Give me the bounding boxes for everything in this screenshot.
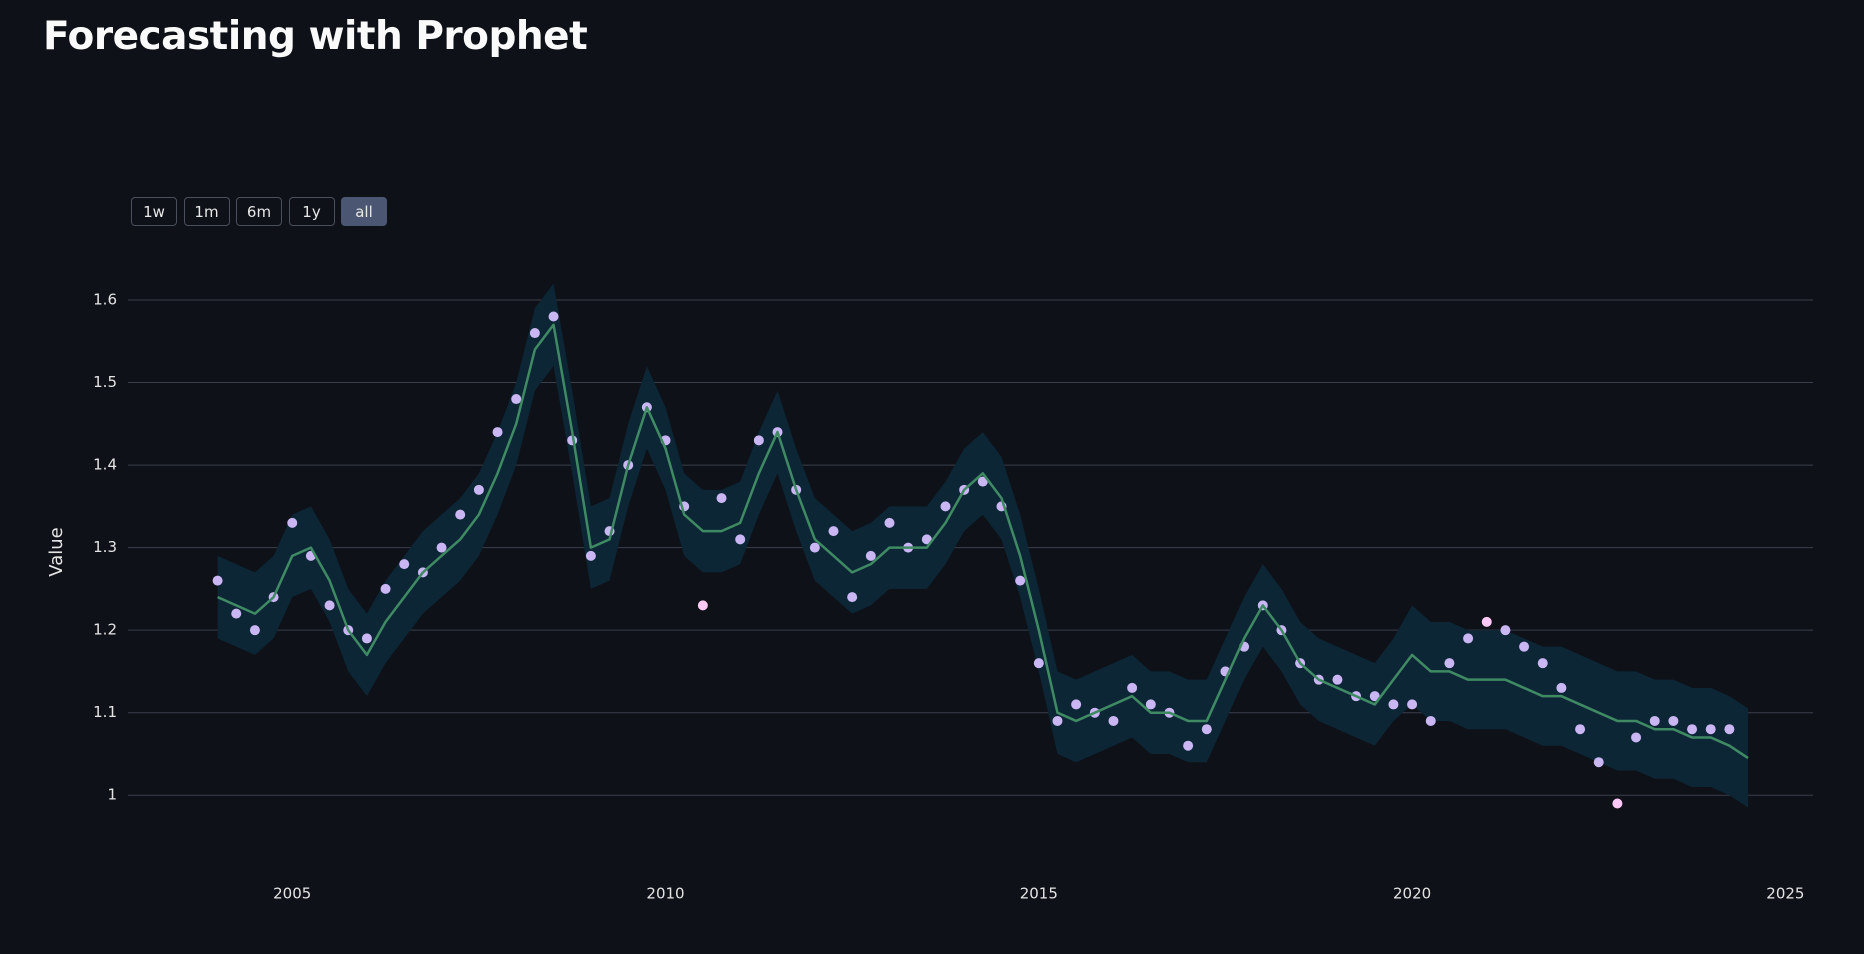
range-button[interactable]: 6m: [236, 197, 282, 226]
observed-point: [1183, 740, 1194, 751]
observed-point: [1593, 757, 1604, 768]
observed-point: [753, 435, 764, 446]
observed-point: [1649, 715, 1660, 726]
x-tick-label: 2005: [273, 885, 311, 903]
observed-point: [1519, 641, 1530, 652]
x-tick-label: 2015: [1020, 885, 1058, 903]
observed-point: [735, 534, 746, 545]
observed-point: [1481, 616, 1492, 627]
observed-point: [324, 600, 335, 611]
y-tick-label: 1.5: [93, 373, 117, 391]
observed-point: [529, 328, 540, 339]
observed-point: [1724, 724, 1735, 735]
range-button[interactable]: all: [341, 197, 387, 226]
observed-point: [1201, 724, 1212, 735]
observed-point: [511, 394, 522, 405]
observed-point: [921, 534, 932, 545]
page-title: Forecasting with Prophet: [43, 14, 588, 59]
observed-point: [865, 550, 876, 561]
observed-point: [212, 575, 223, 586]
range-button[interactable]: 1m: [183, 197, 230, 226]
observed-point: [473, 484, 484, 495]
observed-point: [1108, 715, 1119, 726]
observed-point: [1407, 699, 1418, 710]
observed-point: [287, 517, 298, 528]
observed-point: [436, 542, 447, 553]
observed-point: [1537, 658, 1548, 669]
y-tick-label: 1.2: [93, 621, 117, 639]
observed-point: [380, 583, 391, 594]
observed-point: [1052, 715, 1063, 726]
observed-point: [716, 493, 727, 504]
observed-point: [1332, 674, 1343, 685]
observed-point: [492, 427, 503, 438]
observed-point: [585, 550, 596, 561]
observed-point: [1145, 699, 1156, 710]
uncertainty-band: [217, 283, 1749, 808]
observed-point: [1033, 658, 1044, 669]
observed-point: [1612, 798, 1623, 809]
observed-point: [940, 501, 951, 512]
observed-point: [1556, 682, 1567, 693]
x-tick-label: 2025: [1766, 885, 1804, 903]
observed-point: [231, 608, 242, 619]
observed-point: [548, 311, 559, 322]
observed-point: [1425, 715, 1436, 726]
observed-point: [1687, 724, 1698, 735]
observed-point: [1369, 691, 1380, 702]
observed-point: [1575, 724, 1586, 735]
y-tick-label: 1: [107, 786, 117, 804]
trend-line: [217, 323, 1749, 760]
observed-point: [1071, 699, 1082, 710]
observed-point: [249, 625, 260, 636]
observed-point: [884, 517, 895, 528]
observed-point: [809, 542, 820, 553]
range-button[interactable]: 1w: [131, 197, 177, 226]
observed-point: [399, 559, 410, 570]
y-tick-label: 1.6: [93, 291, 117, 309]
observed-point: [1015, 575, 1026, 586]
observed-point: [697, 600, 708, 611]
observed-point: [455, 509, 466, 520]
observed-point: [847, 592, 858, 603]
observed-point: [1705, 724, 1716, 735]
y-tick-label: 1.1: [93, 703, 117, 721]
y-axis-title: Value: [46, 527, 67, 576]
observed-point: [1500, 625, 1511, 636]
range-button[interactable]: 1y: [288, 197, 335, 226]
observed-point: [361, 633, 372, 644]
observed-point: [1463, 633, 1474, 644]
x-tick-label: 2010: [646, 885, 684, 903]
observed-point: [1444, 658, 1455, 669]
x-tick-label: 2020: [1393, 885, 1431, 903]
y-tick-label: 1.4: [93, 456, 117, 474]
observed-point: [1668, 715, 1679, 726]
observed-point: [1388, 699, 1399, 710]
observed-point: [977, 476, 988, 487]
observed-point: [1127, 682, 1138, 693]
observed-point: [1631, 732, 1642, 743]
observed-point: [828, 526, 839, 537]
y-tick-label: 1.3: [93, 538, 117, 556]
